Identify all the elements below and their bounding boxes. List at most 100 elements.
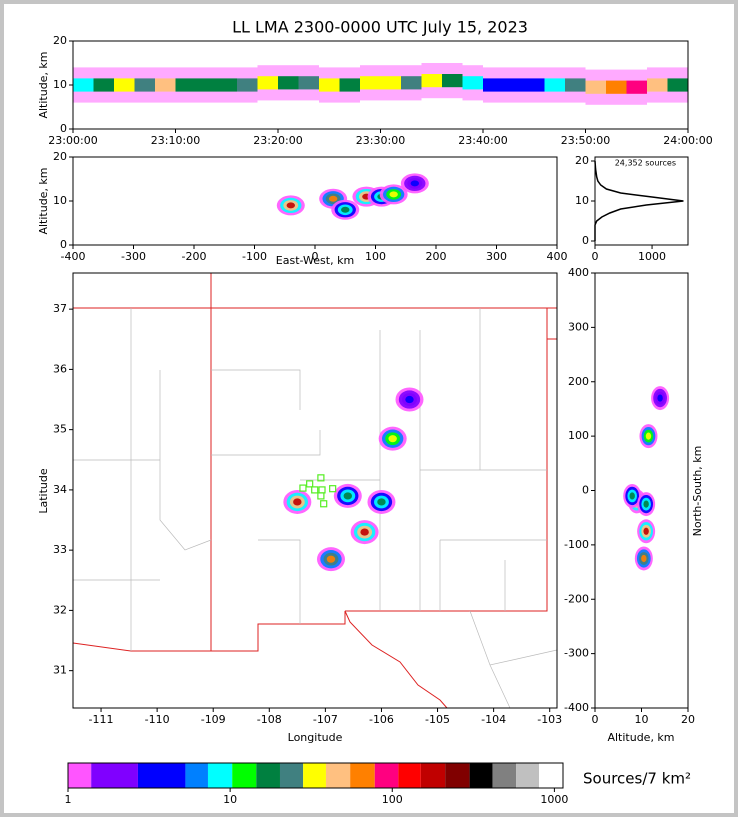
source-core	[257, 76, 278, 90]
x-tick-label: 1000	[540, 793, 568, 806]
x-tick-label: 23:50:00	[561, 134, 610, 147]
x-tick-label: -105	[425, 713, 450, 726]
y-tick-label: 20	[53, 34, 67, 47]
x-tick-label: -109	[201, 713, 226, 726]
x-tick-label: 1	[65, 793, 72, 806]
colorbar-segment	[68, 763, 92, 788]
x-tick-label: -104	[481, 713, 506, 726]
source-core	[524, 78, 545, 92]
y-tick-label: 10	[53, 194, 67, 207]
y-tick-label: 0	[582, 484, 589, 497]
station	[317, 492, 325, 500]
colorbar-segment	[445, 763, 470, 788]
x-tick-label: 0	[592, 250, 599, 263]
colorbar-segment	[539, 763, 563, 788]
x-tick-label: 1000	[638, 250, 666, 263]
source-core	[278, 76, 299, 90]
x-tick-label: 100	[382, 793, 403, 806]
source-core	[483, 78, 504, 92]
border	[72, 610, 448, 709]
source-core	[626, 80, 647, 94]
y-tick-label: 20	[575, 154, 589, 167]
source-density	[341, 206, 350, 213]
source-core	[585, 80, 606, 94]
axes-frame	[594, 272, 689, 709]
source-core	[565, 78, 586, 92]
source-core	[155, 78, 176, 92]
x-tick-label: 100	[365, 250, 386, 263]
x-tick-label: -300	[121, 250, 146, 263]
x-tick-label: 23:20:00	[253, 134, 302, 147]
axes-frame	[594, 156, 689, 246]
axes-frame	[67, 762, 564, 789]
county-lines	[73, 308, 558, 709]
x-tick-label: -400	[61, 250, 86, 263]
source-density	[641, 554, 647, 563]
y-axis-label: Altitude, km	[37, 167, 50, 234]
y-tick-label: 32	[53, 603, 67, 616]
y-tick-label: -300	[564, 647, 589, 660]
source-core	[360, 76, 381, 90]
x-tick-label: 23:00:00	[48, 134, 97, 147]
source-core	[503, 78, 524, 92]
source-density	[328, 195, 338, 202]
x-tick-label: 24:00:00	[663, 134, 712, 147]
colorbar-segment	[207, 763, 233, 788]
y-tick-label: 0	[60, 122, 67, 135]
x-tick-label: 300	[486, 250, 507, 263]
source-core	[606, 80, 627, 94]
border	[345, 308, 557, 612]
station	[329, 485, 337, 493]
x-tick-label: -110	[145, 713, 170, 726]
source-core	[401, 76, 422, 90]
x-axis-label: Altitude, km	[607, 731, 674, 744]
annotation: 24,352 sources	[615, 159, 676, 168]
y-tick-label: -100	[564, 538, 589, 551]
axes-frame	[72, 156, 558, 246]
colorbar-segment	[374, 763, 399, 788]
source-core	[73, 78, 94, 92]
colorbar-label: Sources/7 km²	[583, 770, 691, 788]
colorbar-segment	[420, 763, 446, 788]
station	[320, 500, 328, 508]
x-tick-label: 23:10:00	[151, 134, 200, 147]
source-core	[216, 78, 237, 92]
source-core	[298, 76, 319, 90]
y-tick-label: 20	[53, 150, 67, 163]
chart-title: LL LMA 2300-0000 UTC July 15, 2023	[232, 18, 528, 37]
source-core	[319, 78, 340, 92]
source-density	[643, 500, 649, 508]
source-density	[377, 498, 386, 506]
y-tick-label: -400	[564, 701, 589, 714]
colorbar-segment	[232, 763, 257, 788]
colorbar-segment	[398, 763, 421, 788]
x-tick-label: -103	[537, 713, 562, 726]
x-tick-label: -107	[313, 713, 338, 726]
source-density	[645, 432, 652, 440]
y-tick-label: 400	[568, 266, 589, 279]
source-density	[643, 527, 649, 535]
colorbar-segment	[256, 763, 280, 788]
x-axis-label: East-West, km	[276, 254, 354, 267]
x-tick-label: 0	[312, 250, 319, 263]
y-tick-label: 200	[568, 375, 589, 388]
source-core	[462, 76, 483, 90]
colorbar-segment	[91, 763, 138, 788]
station	[318, 486, 326, 494]
source-core	[175, 78, 196, 92]
colorbar-segment	[350, 763, 375, 788]
colorbar-segment	[516, 763, 540, 788]
x-tick-label: 10	[223, 793, 237, 806]
station	[299, 484, 307, 492]
source-density	[286, 202, 295, 209]
source-core	[544, 78, 565, 92]
axes-frame	[72, 272, 558, 709]
source-core	[421, 74, 442, 88]
source-core	[667, 78, 688, 92]
altitude-histogram	[594, 160, 684, 241]
x-tick-label: 20	[681, 713, 695, 726]
source-core	[196, 78, 217, 92]
source-density	[657, 394, 663, 402]
